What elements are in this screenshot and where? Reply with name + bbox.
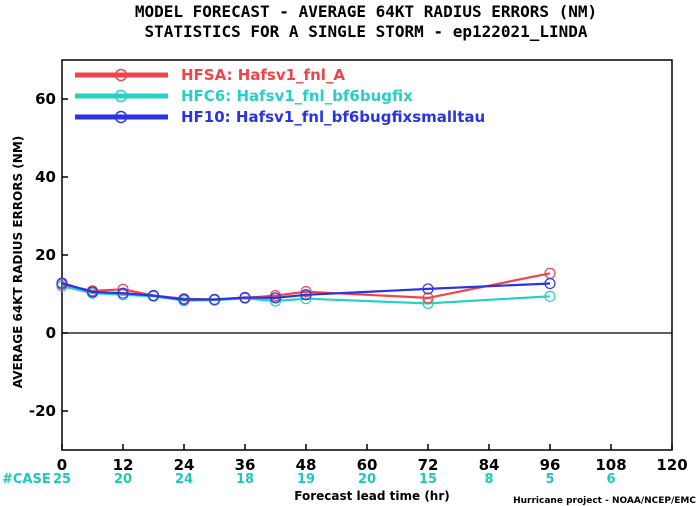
x-tick-label: 24 [174, 456, 195, 474]
x-tick-label: 84 [479, 456, 500, 474]
case-count: 20 [114, 472, 132, 487]
legend-label: HFC6: Hafsv1_fnl_bf6bugfix [181, 87, 413, 105]
data-point [117, 287, 129, 299]
x-axis-label: Forecast lead time (hr) [294, 489, 450, 503]
data-point [544, 290, 556, 302]
case-count: 8 [484, 472, 493, 487]
data-point [117, 283, 129, 295]
case-count: 18 [236, 472, 254, 487]
y-tick-label: 20 [35, 246, 56, 264]
x-tick-label: 108 [595, 456, 626, 474]
case-count: 25 [53, 472, 71, 487]
data-point [269, 292, 282, 304]
y-tick-label: 40 [35, 168, 56, 186]
chart-subtitle: STATISTICS FOR A SINGLE STORM - ep122021… [144, 22, 587, 41]
data-point [86, 286, 99, 298]
case-count: 19 [297, 472, 315, 487]
series-2 [56, 277, 556, 306]
case-count: 5 [545, 472, 554, 487]
x-tick-label: 0 [57, 456, 67, 474]
case-count: 15 [419, 472, 437, 487]
case-count: 24 [175, 472, 193, 487]
data-point [147, 289, 160, 302]
data-point [422, 292, 434, 304]
data-point [178, 293, 190, 306]
x-tick-label: 36 [235, 456, 256, 474]
legend-marker [114, 89, 128, 103]
data-point [300, 289, 312, 301]
data-point [239, 291, 251, 304]
data-point [56, 277, 68, 289]
data-point [300, 286, 312, 298]
data-point [208, 293, 221, 306]
legend-marker [114, 110, 128, 124]
x-tick-label: 72 [418, 456, 439, 474]
y-axis-label: AVERAGE 64KT RADIUS ERRORS (NM) [11, 136, 25, 388]
chart-title: MODEL FORECAST - AVERAGE 64KT RADIUS ERR… [135, 2, 597, 21]
case-counts: 25 20 24 18 19 20 15 8 5 6 [53, 472, 616, 487]
legend-label: HF10: Hafsv1_fnl_bf6bugfixsmalltau [181, 108, 485, 126]
data-point [544, 277, 556, 290]
case-count: 20 [358, 472, 376, 487]
x-axis: 0 12 24 36 48 60 72 84 96 108 120 [57, 444, 688, 474]
x-tick-label: 48 [296, 456, 317, 474]
x-tick-label: 12 [113, 456, 134, 474]
y-tick-label: 60 [35, 90, 56, 108]
series-line [61, 282, 551, 301]
data-point [300, 293, 312, 305]
y-axis: -20 0 20 40 60 [29, 90, 68, 420]
case-count: 6 [606, 472, 615, 487]
legend-label: HFSA: Hafsv1_fnl_A [181, 66, 345, 84]
series-layer [56, 267, 556, 309]
x-tick-label: 96 [540, 456, 561, 474]
y-tick-label: -20 [29, 402, 56, 420]
x-tick-label: 60 [357, 456, 378, 474]
credit-text: Hurricane project - NOAA/NCEP/EMC [513, 496, 696, 506]
case-count-label: #CASE [2, 472, 51, 487]
data-point [422, 283, 434, 295]
legend: HFSA: Hafsv1_fnl_A HFC6: Hafsv1_fnl_bf6bu… [75, 66, 485, 126]
legend-marker [114, 68, 128, 82]
y-tick-label: 0 [46, 324, 56, 342]
x-tick-label: 120 [656, 456, 687, 474]
